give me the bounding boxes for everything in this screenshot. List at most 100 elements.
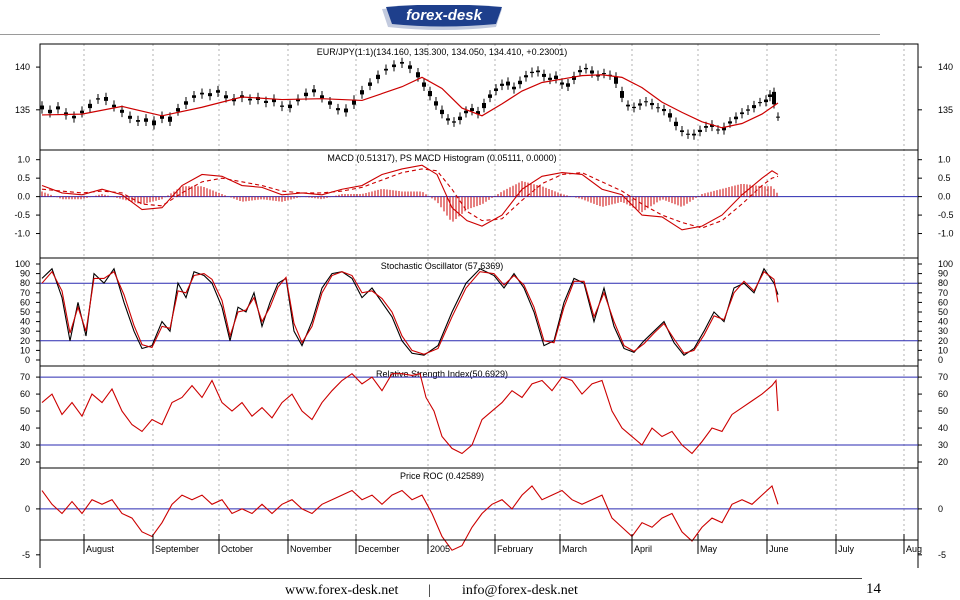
candle-body [722, 126, 726, 131]
candle-body [200, 92, 204, 95]
candle-body [176, 108, 180, 112]
candle-body [656, 107, 660, 109]
panel-frame [39, 149, 919, 259]
series-line [41, 270, 779, 355]
x-tick-label: November [290, 544, 332, 554]
candle-body [232, 98, 236, 102]
candle-body [518, 80, 522, 85]
candle-body [578, 70, 582, 73]
candle-body [312, 89, 316, 93]
y-tick-label-right: 50 [938, 406, 948, 416]
candle-body [336, 108, 340, 111]
candle-body [446, 118, 450, 121]
y-tick-label-left: 140 [15, 62, 30, 72]
x-tick-label: December [358, 544, 400, 554]
y-tick-label-left: 0.5 [17, 173, 30, 183]
candle-body [482, 102, 486, 109]
x-tick-label: Aug [906, 544, 922, 554]
candle-body [776, 116, 780, 118]
x-tick-label: August [86, 544, 115, 554]
panel-title: EUR/JPY(1:1)(134.160, 135.300, 134.050, … [317, 47, 567, 57]
candle-body [88, 103, 92, 109]
panel-title: Price ROC (0.42589) [400, 471, 484, 481]
candle-body [104, 97, 108, 101]
candle-body [216, 90, 220, 93]
footer-email[interactable]: info@forex-desk.net [462, 583, 578, 598]
x-tick-label: March [562, 544, 587, 554]
series-line [41, 267, 779, 356]
footer-website[interactable]: www.forex-desk.net [285, 583, 399, 598]
forex-chart: EUR/JPY(1:1)(134.160, 135.300, 134.050, … [14, 43, 954, 568]
y-tick-label-right: 0 [938, 504, 943, 514]
y-tick-label-right: 30 [938, 440, 948, 450]
y-tick-label-left: 70 [20, 288, 30, 298]
candle-body [632, 106, 636, 109]
candle-body [698, 129, 702, 133]
panel-frame [39, 43, 919, 151]
series-line [41, 372, 779, 455]
candle-body [128, 115, 132, 119]
candle-body [602, 73, 606, 75]
candle-body [458, 116, 462, 121]
y-tick-label-left: 0 [25, 504, 30, 514]
y-tick-label-left: 50 [20, 406, 30, 416]
x-tick-label: May [700, 544, 718, 554]
y-tick-label-right: 0.0 [938, 192, 951, 202]
candle-body [408, 65, 412, 69]
candle-body [572, 76, 576, 80]
panel-title: Relative Strength Index(50.6929) [376, 369, 508, 379]
candle-body [470, 108, 474, 112]
x-tick-label: April [634, 544, 652, 554]
candle-body [536, 70, 540, 73]
candle-body [512, 86, 516, 90]
panel-title: Stochastic Oscillator (57.6369) [381, 261, 504, 271]
candle-body [288, 104, 292, 109]
y-tick-label-right: 20 [938, 457, 948, 467]
footer-rule [0, 578, 862, 579]
candle-body [392, 64, 396, 68]
candle-body [440, 109, 444, 115]
header-rule [0, 34, 880, 35]
candle-body [584, 67, 588, 70]
candle-body [296, 98, 300, 102]
panel-frame [39, 257, 919, 367]
candle-body [638, 103, 642, 106]
candle-body [416, 72, 420, 78]
y-tick-label-left: 60 [20, 297, 30, 307]
y-tick-label-right: 70 [938, 288, 948, 298]
y-tick-label-right: 60 [938, 389, 948, 399]
y-tick-label-left: 0 [25, 355, 30, 365]
y-tick-label-right: 135 [938, 105, 953, 115]
x-tick-label: 2005 [430, 544, 450, 554]
y-tick-label-left: 20 [20, 336, 30, 346]
candle-body [554, 75, 558, 80]
candle-body [80, 110, 84, 114]
candle-body [184, 101, 188, 105]
candle-body [476, 111, 480, 115]
y-tick-label-right: 0 [938, 355, 943, 365]
footer-separator: | [428, 583, 431, 598]
y-tick-label-right: 80 [938, 278, 948, 288]
candle-body [40, 105, 44, 110]
x-tick-label: September [155, 544, 199, 554]
candle-body [566, 83, 570, 87]
candle-body [384, 68, 388, 71]
candle-body [248, 98, 252, 101]
candle-body [112, 104, 116, 108]
candle-body [530, 71, 534, 74]
candle-body [264, 100, 268, 103]
candle-body [400, 61, 404, 64]
y-tick-label-left: 90 [20, 269, 30, 279]
y-tick-label-left: 40 [20, 317, 30, 327]
candle-body [728, 121, 732, 124]
y-tick-label-right: 40 [938, 317, 948, 327]
series-line [41, 484, 779, 551]
candle-body [72, 115, 76, 119]
candle-body [704, 126, 708, 128]
candle-body [48, 109, 52, 114]
y-tick-label-right: 40 [938, 423, 948, 433]
candle-body [344, 108, 348, 113]
candle-body [280, 105, 284, 107]
candle-body [524, 75, 528, 78]
candle-body [590, 70, 594, 74]
